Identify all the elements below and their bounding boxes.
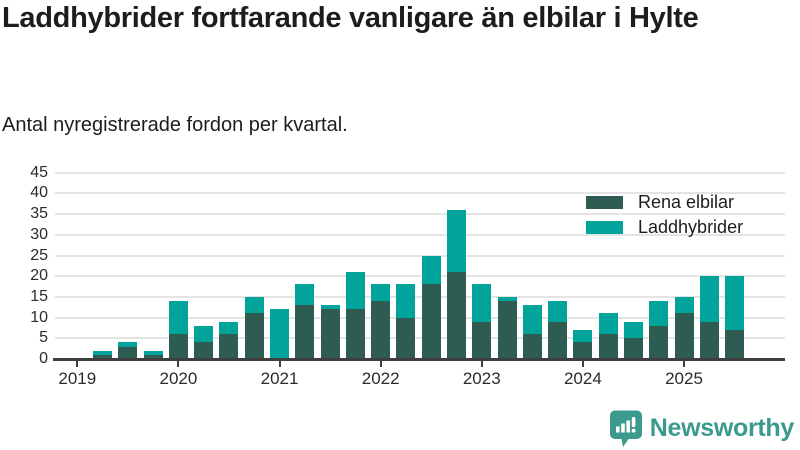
y-tick-label: 30 — [30, 225, 48, 243]
y-tick-label: 40 — [30, 184, 48, 202]
x-axis-tick — [278, 361, 281, 367]
bar-segment-rena-elbilar — [548, 321, 568, 359]
bar-segment-laddhybrider — [295, 284, 315, 306]
y-tick-label: 20 — [30, 267, 48, 285]
bar-segment-laddhybrider — [421, 255, 441, 285]
bar-segment-rena-elbilar — [371, 301, 391, 359]
bar-segment-rena-elbilar — [598, 334, 618, 359]
gridline — [55, 337, 785, 340]
bar-segment-laddhybrider — [244, 296, 264, 314]
bar-segment-laddhybrider — [623, 321, 643, 339]
x-axis-tick — [683, 361, 686, 367]
bar-segment-laddhybrider — [522, 305, 542, 335]
legend-swatch-rena-elbilar — [586, 196, 623, 209]
x-axis-tick — [76, 361, 79, 367]
y-tick-label: 45 — [30, 163, 48, 181]
x-tick-label: 2025 — [665, 369, 703, 388]
bar-segment-rena-elbilar — [295, 305, 315, 359]
y-tick-label: 25 — [30, 246, 48, 264]
bar-segment-laddhybrider — [270, 309, 290, 359]
gridline — [55, 254, 785, 257]
legend-swatch-laddhybrider — [586, 221, 623, 234]
bar-segment-laddhybrider — [143, 350, 163, 355]
bar-segment-rena-elbilar — [194, 342, 214, 359]
bar-segment-laddhybrider — [194, 325, 214, 343]
x-tick-label: 2019 — [58, 369, 97, 388]
gridline — [55, 316, 785, 319]
bar-segment-rena-elbilar — [320, 309, 340, 359]
y-tick-label: 10 — [30, 308, 48, 326]
bar-segment-rena-elbilar — [522, 334, 542, 359]
bar-segment-rena-elbilar — [168, 334, 188, 359]
bar-segment-laddhybrider — [345, 272, 365, 310]
y-tick-label: 0 — [39, 350, 48, 367]
x-axis-line — [53, 358, 785, 361]
bar-chart-speech-bubble-icon — [609, 410, 642, 447]
bar-segment-laddhybrider — [447, 209, 466, 273]
legend-label: Rena elbilar — [638, 192, 735, 212]
bar-segment-rena-elbilar — [219, 334, 239, 359]
chart-title: Laddhybrider fortfarande vanligare än el… — [2, 2, 699, 34]
gridline — [55, 171, 785, 174]
bar-segment-rena-elbilar — [497, 301, 517, 359]
bar-segment-laddhybrider — [649, 301, 669, 326]
x-tick-label: 2024 — [563, 369, 602, 388]
bar-segment-rena-elbilar — [699, 321, 719, 359]
x-axis-tick — [581, 361, 584, 367]
bar-segment-laddhybrider — [320, 305, 340, 310]
gridline — [55, 213, 785, 216]
gridline — [55, 192, 785, 195]
bar-segment-laddhybrider — [396, 284, 416, 318]
bar-segment-rena-elbilar — [93, 354, 113, 359]
chart-subtitle: Antal nyregistrerade fordon per kvartal. — [2, 114, 348, 136]
bar-segment-rena-elbilar — [447, 272, 466, 359]
bar-segment-rena-elbilar — [143, 354, 163, 359]
bar-segment-rena-elbilar — [573, 342, 593, 359]
bar-segment-laddhybrider — [699, 276, 719, 322]
bar-segment-rena-elbilar — [623, 338, 643, 359]
bar-segment-rena-elbilar — [118, 346, 138, 359]
bar-segment-laddhybrider — [598, 313, 618, 335]
bar-segment-rena-elbilar — [674, 313, 694, 359]
bar-segment-rena-elbilar — [472, 321, 492, 359]
gridline — [55, 275, 785, 278]
x-tick-label: 2023 — [462, 369, 501, 388]
bar-segment-laddhybrider — [573, 330, 593, 343]
bar-segment-rena-elbilar — [345, 309, 365, 359]
gridline — [55, 233, 785, 236]
bar-segment-rena-elbilar — [396, 317, 416, 359]
x-tick-label: 2022 — [361, 369, 400, 388]
bar-segment-laddhybrider — [725, 276, 745, 330]
x-tick-label: 2021 — [260, 369, 299, 388]
x-axis-tick — [379, 361, 382, 367]
y-tick-label: 15 — [30, 287, 48, 305]
bar-segment-laddhybrider — [118, 342, 138, 347]
newsworthy-logo: Newsworthy — [609, 410, 794, 447]
bar-segment-rena-elbilar — [421, 284, 441, 359]
legend-item-rena-elbilar: Rena elbilar — [586, 190, 743, 215]
bar-segment-rena-elbilar — [649, 325, 669, 359]
bar-segment-laddhybrider — [93, 350, 113, 355]
y-tick-label: 35 — [30, 205, 48, 223]
legend: Rena elbilar Laddhybrider — [586, 190, 743, 240]
bar-segment-laddhybrider — [548, 301, 568, 322]
x-tick-label: 2020 — [159, 369, 198, 388]
bar-segment-laddhybrider — [472, 284, 492, 322]
legend-label: Laddhybrider — [638, 217, 744, 237]
bar-segment-laddhybrider — [497, 296, 517, 302]
bar-segment-rena-elbilar — [244, 313, 264, 359]
x-axis-tick — [480, 361, 483, 367]
bar-segment-laddhybrider — [371, 284, 391, 302]
x-axis-tick — [177, 361, 180, 367]
gridline — [55, 295, 785, 298]
y-tick-label: 5 — [39, 329, 48, 347]
bar-segment-rena-elbilar — [725, 330, 745, 359]
brand-name: Newsworthy — [649, 414, 795, 442]
bar-segment-laddhybrider — [219, 321, 239, 335]
bar-segment-laddhybrider — [674, 296, 694, 314]
legend-item-laddhybrider: Laddhybrider — [586, 215, 743, 240]
bar-segment-laddhybrider — [168, 301, 188, 335]
